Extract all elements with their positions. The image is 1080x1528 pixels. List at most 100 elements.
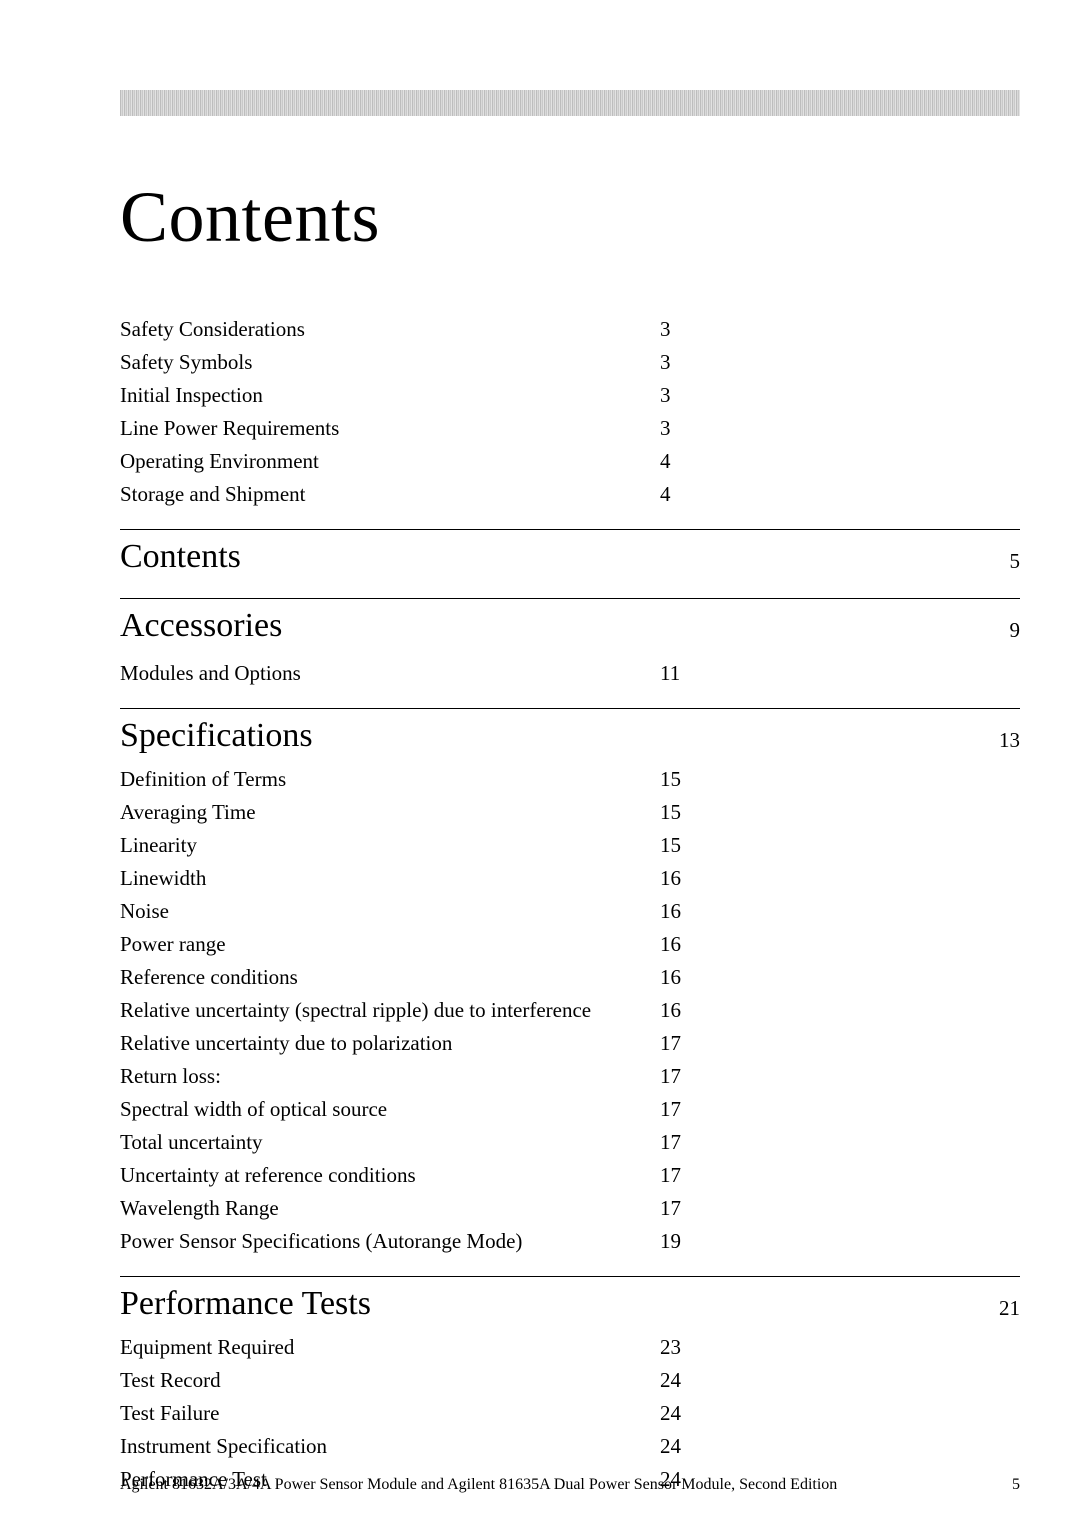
toc-entry-text: Line Power Requirements bbox=[120, 418, 339, 439]
toc-entry: Modules and Options 11 bbox=[120, 663, 1020, 690]
toc-entry-text: Modules and Options bbox=[120, 663, 301, 684]
toc-entry: Reference conditions 16 bbox=[120, 967, 1020, 994]
toc-entry-text: Safety Symbols bbox=[120, 352, 252, 373]
toc-entry: Line Power Requirements 3 bbox=[120, 418, 1020, 445]
toc-entry-page: 16 bbox=[660, 868, 681, 889]
toc-entry: Relative uncertainty (spectral ripple) d… bbox=[120, 1000, 1020, 1027]
toc-entry-text: Linearity bbox=[120, 835, 197, 856]
toc-entry-page: 15 bbox=[660, 769, 681, 790]
toc-entry-page: 23 bbox=[660, 1337, 681, 1358]
toc-entry-page: 24 bbox=[660, 1436, 681, 1457]
toc-section-entries: Modules and Options 11 bbox=[120, 663, 1020, 690]
toc-entry: Test Failure 24 bbox=[120, 1403, 1020, 1430]
toc-section-title: Accessories bbox=[120, 607, 282, 645]
toc-section-entries: Equipment Required 23 Test Record 24 Tes… bbox=[120, 1337, 1020, 1496]
page: Contents Safety Considerations 3 Safety … bbox=[0, 0, 1080, 1528]
toc-entry-text: Total uncertainty bbox=[120, 1132, 263, 1153]
toc-section-title: Contents bbox=[120, 538, 241, 576]
header-stripe bbox=[120, 90, 1020, 116]
toc-entry-page: 17 bbox=[660, 1033, 681, 1054]
toc-entry-page: 16 bbox=[660, 934, 681, 955]
toc-entry: Linewidth 16 bbox=[120, 868, 1020, 895]
toc-section-page: 13 bbox=[999, 728, 1020, 753]
toc-entry-page: 15 bbox=[660, 835, 681, 856]
toc-entry-page: 24 bbox=[660, 1370, 681, 1391]
toc-section-entries: Definition of Terms 15 Averaging Time 15… bbox=[120, 769, 1020, 1258]
toc-entry-text: Uncertainty at reference conditions bbox=[120, 1165, 416, 1186]
toc-entry-page: 16 bbox=[660, 901, 681, 922]
toc-entry: Safety Symbols 3 bbox=[120, 352, 1020, 379]
toc-entry: Noise 16 bbox=[120, 901, 1020, 928]
toc-entry-text: Safety Considerations bbox=[120, 319, 305, 340]
toc-entry-text: Operating Environment bbox=[120, 451, 319, 472]
toc-entry-text: Linewidth bbox=[120, 868, 206, 889]
toc-entry: Power range 16 bbox=[120, 934, 1020, 961]
toc-entry: Definition of Terms 15 bbox=[120, 769, 1020, 796]
toc-entry-text: Instrument Specification bbox=[120, 1436, 327, 1457]
page-footer: Agilent 81632A/3A/4A Power Sensor Module… bbox=[120, 1476, 1020, 1494]
toc-entry: Wavelength Range 17 bbox=[120, 1198, 1020, 1225]
toc-entry-text: Reference conditions bbox=[120, 967, 298, 988]
toc-entry: Safety Considerations 3 bbox=[120, 319, 1020, 346]
toc-entry: Linearity 15 bbox=[120, 835, 1020, 862]
toc-entry-text: Test Failure bbox=[120, 1403, 219, 1424]
toc-entry-page: 17 bbox=[660, 1165, 681, 1186]
toc-entry: Operating Environment 4 bbox=[120, 451, 1020, 478]
toc-entry: Test Record 24 bbox=[120, 1370, 1020, 1397]
toc-entry-text: Noise bbox=[120, 901, 169, 922]
toc-section-page: 21 bbox=[999, 1296, 1020, 1321]
toc-entry: Total uncertainty 17 bbox=[120, 1132, 1020, 1159]
toc-entry-text: Power range bbox=[120, 934, 226, 955]
toc-entry-page: 24 bbox=[660, 1403, 681, 1424]
toc-entry-text: Averaging Time bbox=[120, 802, 256, 823]
toc-section-heading: Performance Tests 21 bbox=[120, 1276, 1020, 1327]
toc-entry-text: Initial Inspection bbox=[120, 385, 263, 406]
toc-entry: Instrument Specification 24 bbox=[120, 1436, 1020, 1463]
toc-entry: Equipment Required 23 bbox=[120, 1337, 1020, 1364]
toc-entry-text: Equipment Required bbox=[120, 1337, 294, 1358]
toc-entry-page: 4 bbox=[660, 451, 671, 472]
toc-section-page: 9 bbox=[1010, 618, 1021, 643]
footer-doc-title: Agilent 81632A/3A/4A Power Sensor Module… bbox=[120, 1476, 837, 1494]
toc-entry-page: 16 bbox=[660, 1000, 681, 1021]
toc-entry-text: Return loss: bbox=[120, 1066, 221, 1087]
toc-entry-page: 16 bbox=[660, 967, 681, 988]
toc-entry-text: Definition of Terms bbox=[120, 769, 286, 790]
toc-entry-text: Power Sensor Specifications (Autorange M… bbox=[120, 1231, 522, 1252]
toc-entry-page: 17 bbox=[660, 1132, 681, 1153]
toc-entry: Storage and Shipment 4 bbox=[120, 484, 1020, 511]
toc-entry-text: Wavelength Range bbox=[120, 1198, 279, 1219]
toc-entry-page: 3 bbox=[660, 319, 671, 340]
toc-entry: Spectral width of optical source 17 bbox=[120, 1099, 1020, 1126]
toc-entry-page: 3 bbox=[660, 385, 671, 406]
toc-entry-text: Test Record bbox=[120, 1370, 221, 1391]
toc-entry-text: Storage and Shipment bbox=[120, 484, 305, 505]
toc-section-heading: Accessories 9 bbox=[120, 598, 1020, 649]
toc-entry-text: Spectral width of optical source bbox=[120, 1099, 387, 1120]
toc-section-title: Specifications bbox=[120, 717, 313, 755]
toc-entry-text: Relative uncertainty due to polarization bbox=[120, 1033, 452, 1054]
toc-entry-page: 15 bbox=[660, 802, 681, 823]
toc-entry: Uncertainty at reference conditions 17 bbox=[120, 1165, 1020, 1192]
toc-entry-page: 4 bbox=[660, 484, 671, 505]
toc-entry-page: 3 bbox=[660, 418, 671, 439]
toc-entry-page: 3 bbox=[660, 352, 671, 373]
toc-entry-text: Relative uncertainty (spectral ripple) d… bbox=[120, 1000, 591, 1021]
toc-entry: Initial Inspection 3 bbox=[120, 385, 1020, 412]
toc-entry-page: 17 bbox=[660, 1198, 681, 1219]
toc-entry: Power Sensor Specifications (Autorange M… bbox=[120, 1231, 1020, 1258]
toc-entry: Averaging Time 15 bbox=[120, 802, 1020, 829]
footer-page-number: 5 bbox=[1012, 1476, 1020, 1494]
toc-entry: Relative uncertainty due to polarization… bbox=[120, 1033, 1020, 1060]
toc-entry-page: 17 bbox=[660, 1099, 681, 1120]
toc-entry-page: 19 bbox=[660, 1231, 681, 1252]
toc-section-heading: Specifications 13 bbox=[120, 708, 1020, 759]
prelim-entries: Safety Considerations 3 Safety Symbols 3… bbox=[120, 319, 1020, 511]
toc-entry: Return loss: 17 bbox=[120, 1066, 1020, 1093]
toc-section-heading: Contents 5 bbox=[120, 529, 1020, 580]
toc-entry-page: 11 bbox=[660, 663, 680, 684]
toc-section-page: 5 bbox=[1010, 549, 1021, 574]
toc-section-title: Performance Tests bbox=[120, 1285, 371, 1323]
toc-entry-page: 17 bbox=[660, 1066, 681, 1087]
page-title: Contents bbox=[120, 176, 1020, 259]
